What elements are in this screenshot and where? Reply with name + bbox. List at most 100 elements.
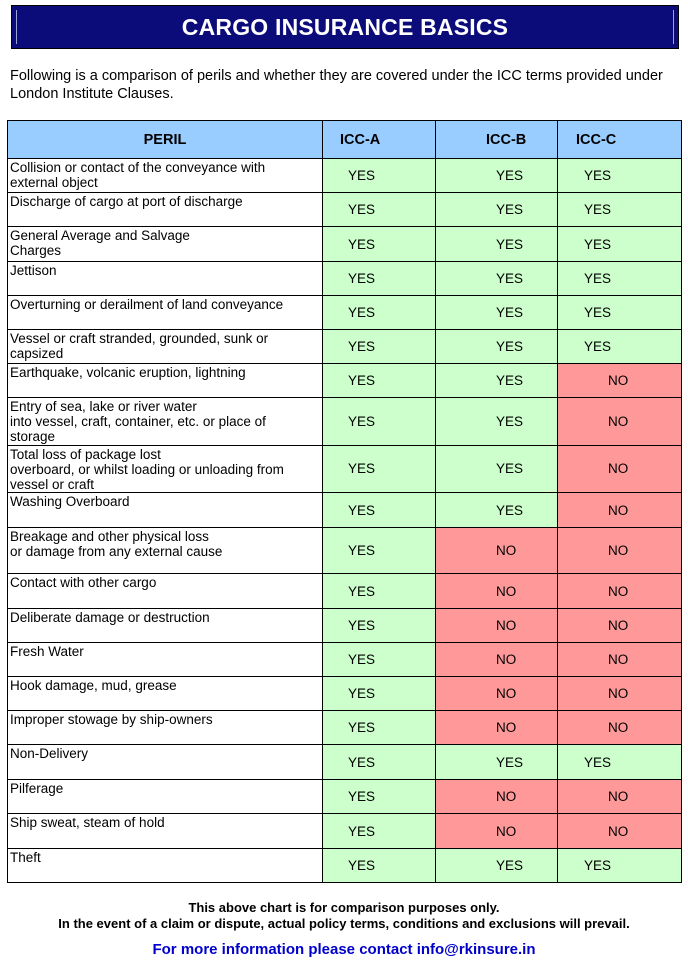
icc-c-coverage-cell: NO bbox=[557, 813, 682, 850]
icc-a-coverage-cell: YES bbox=[322, 261, 436, 296]
icc-b-coverage-cell: NO bbox=[435, 527, 558, 575]
table-row: General Average and Salvage Charges YES YE… bbox=[7, 226, 682, 262]
peril-name-cell: Ship sweat, steam of hold bbox=[7, 813, 323, 850]
icc-c-coverage-cell: NO bbox=[557, 779, 682, 815]
icc-c-coverage-cell: YES bbox=[557, 744, 682, 781]
peril-name-cell: General Average and Salvage Charges bbox=[7, 226, 323, 262]
table-row: Hook damage, mud, grease YES NO NO bbox=[7, 676, 682, 712]
title-banner: CARGO INSURANCE BASICS bbox=[11, 5, 679, 49]
icc-c-coverage-cell: YES bbox=[557, 329, 682, 364]
icc-b-coverage-cell: YES bbox=[435, 492, 558, 529]
page-title: CARGO INSURANCE BASICS bbox=[181, 13, 509, 40]
table-row: Pilferage YES NO NO bbox=[7, 779, 682, 815]
icc-c-coverage-cell: YES bbox=[557, 261, 682, 296]
icc-c-coverage-cell: YES bbox=[557, 295, 682, 330]
icc-b-coverage-cell: YES bbox=[435, 848, 558, 884]
column-header-peril: PERIL bbox=[7, 120, 323, 159]
icc-b-coverage-cell: NO bbox=[435, 779, 558, 815]
icc-a-coverage-cell: YES bbox=[322, 676, 436, 712]
table-row: Vessel or craft stranded, grounded, sunk… bbox=[7, 329, 682, 364]
icc-a-coverage-cell: YES bbox=[322, 608, 436, 644]
icc-c-coverage-cell: NO bbox=[557, 642, 682, 678]
icc-b-coverage-cell: NO bbox=[435, 608, 558, 644]
disclaimer-line-2: In the event of a claim or dispute, actu… bbox=[58, 916, 630, 931]
icc-b-coverage-cell: YES bbox=[435, 295, 558, 330]
intro-text: Following is a comparison of perils and … bbox=[10, 68, 663, 102]
icc-a-coverage-cell: YES bbox=[322, 527, 436, 575]
column-header-icc-c: ICC-C bbox=[557, 120, 682, 159]
peril-name-cell: Hook damage, mud, grease bbox=[7, 676, 323, 712]
column-header-icc-b: ICC-B bbox=[435, 120, 558, 159]
icc-b-coverage-cell: YES bbox=[435, 444, 558, 494]
icc-b-coverage-cell: NO bbox=[435, 813, 558, 850]
table-row: Washing Overboard YES YES NO bbox=[7, 492, 682, 529]
peril-name-cell: Deliberate damage or destruction bbox=[7, 608, 323, 644]
table-row: Total loss of package lost overboard, or… bbox=[7, 444, 682, 494]
icc-a-coverage-cell: YES bbox=[322, 710, 436, 746]
icc-b-coverage-cell: YES bbox=[435, 329, 558, 364]
icc-b-coverage-cell: NO bbox=[435, 573, 558, 610]
icc-a-coverage-cell: YES bbox=[322, 192, 436, 227]
icc-a-coverage-cell: YES bbox=[322, 573, 436, 610]
peril-name-cell: Entry of sea, lake or river water into v… bbox=[7, 397, 323, 446]
disclaimer-line-1: This above chart is for comparison purpo… bbox=[188, 900, 500, 915]
peril-comparison-table: PERIL ICC-A ICC-B ICC-C Collision or con… bbox=[7, 120, 682, 884]
icc-a-coverage-cell: YES bbox=[322, 329, 436, 364]
peril-name-cell: Improper stowage by ship-owners bbox=[7, 710, 323, 746]
table-row: Overturning or derailment of land convey… bbox=[7, 295, 682, 330]
icc-c-coverage-cell: NO bbox=[557, 608, 682, 644]
table-row: Contact with other cargo YES NO NO bbox=[7, 573, 682, 610]
table-header-row: PERIL ICC-A ICC-B ICC-C bbox=[7, 120, 682, 159]
icc-a-coverage-cell: YES bbox=[322, 779, 436, 815]
peril-name-cell: Fresh Water bbox=[7, 642, 323, 678]
table-row: Entry of sea, lake or river water into v… bbox=[7, 397, 682, 446]
icc-a-coverage-cell: YES bbox=[322, 813, 436, 850]
table-row: Breakage and other physical loss or dama… bbox=[7, 527, 682, 575]
peril-name-cell: Discharge of cargo at port of discharge bbox=[7, 192, 323, 227]
table-row: Fresh Water YES NO NO bbox=[7, 642, 682, 678]
icc-b-coverage-cell: YES bbox=[435, 192, 558, 227]
icc-b-coverage-cell: YES bbox=[435, 363, 558, 398]
icc-c-coverage-cell: NO bbox=[557, 710, 682, 746]
peril-name-cell: Vessel or craft stranded, grounded, sunk… bbox=[7, 329, 323, 364]
icc-a-coverage-cell: YES bbox=[322, 363, 436, 398]
table-row: Jettison YES YES YES bbox=[7, 261, 682, 296]
peril-name-cell: Pilferage bbox=[7, 779, 323, 815]
icc-b-coverage-cell: NO bbox=[435, 642, 558, 678]
peril-name-cell: Total loss of package lost overboard, or… bbox=[7, 444, 323, 494]
icc-c-coverage-cell: YES bbox=[557, 158, 682, 193]
icc-a-coverage-cell: YES bbox=[322, 848, 436, 884]
peril-name-cell: Overturning or derailment of land convey… bbox=[7, 295, 323, 330]
icc-a-coverage-cell: YES bbox=[322, 744, 436, 781]
icc-c-coverage-cell: NO bbox=[557, 573, 682, 610]
peril-name-cell: Washing Overboard bbox=[7, 492, 323, 529]
table-row: Discharge of cargo at port of discharge Y… bbox=[7, 192, 682, 227]
icc-b-coverage-cell: NO bbox=[435, 710, 558, 746]
icc-b-coverage-cell: YES bbox=[435, 744, 558, 781]
peril-name-cell: Contact with other cargo bbox=[7, 573, 323, 610]
contact-info: For more information please contact info… bbox=[152, 941, 536, 958]
icc-c-coverage-cell: YES bbox=[557, 226, 682, 262]
icc-b-coverage-cell: YES bbox=[435, 226, 558, 262]
icc-a-coverage-cell: YES bbox=[322, 397, 436, 446]
peril-name-cell: Non-Delivery bbox=[7, 744, 323, 781]
table-row: Deliberate damage or destruction YES NO NO bbox=[7, 608, 682, 644]
icc-c-coverage-cell: NO bbox=[557, 363, 682, 398]
peril-name-cell: Collision or contact of the conveyance w… bbox=[7, 158, 323, 193]
icc-a-coverage-cell: YES bbox=[322, 158, 436, 193]
icc-c-coverage-cell: YES bbox=[557, 192, 682, 227]
icc-c-coverage-cell: NO bbox=[557, 492, 682, 529]
icc-b-coverage-cell: YES bbox=[435, 261, 558, 296]
table-row: Earthquake, volcanic eruption, lightning… bbox=[7, 363, 682, 398]
icc-a-coverage-cell: YES bbox=[322, 226, 436, 262]
peril-name-cell: Earthquake, volcanic eruption, lightning bbox=[7, 363, 323, 398]
icc-b-coverage-cell: NO bbox=[435, 676, 558, 712]
peril-name-cell: Jettison bbox=[7, 261, 323, 296]
icc-a-coverage-cell: YES bbox=[322, 295, 436, 330]
table-row: Collision or contact of the conveyance w… bbox=[7, 158, 682, 193]
icc-b-coverage-cell: YES bbox=[435, 158, 558, 193]
column-header-icc-a: ICC-A bbox=[322, 120, 436, 159]
peril-name-cell: Breakage and other physical loss or dama… bbox=[7, 527, 323, 575]
icc-a-coverage-cell: YES bbox=[322, 642, 436, 678]
icc-c-coverage-cell: NO bbox=[557, 444, 682, 494]
